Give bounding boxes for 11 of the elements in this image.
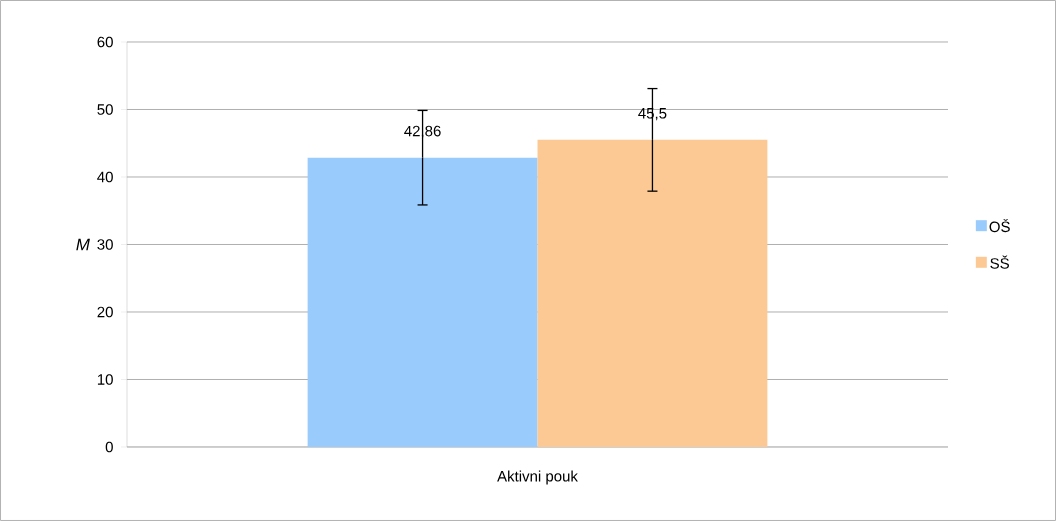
y-axis-title: M [76, 238, 90, 251]
legend-label: OŠ [989, 218, 1010, 233]
y-tick-label: 60 [97, 36, 113, 48]
y-tick-label: 40 [97, 171, 113, 183]
y-tick-label: 10 [97, 374, 113, 385]
y-tick-label: 0 [105, 441, 113, 453]
y-tick-label: 30 [97, 239, 113, 250]
legend-label: SŠ [990, 255, 1009, 269]
x-tick-label: Aktivni pouk [497, 470, 578, 485]
y-tick-label: 20 [97, 306, 113, 318]
y-tick-label: 50 [97, 104, 113, 115]
